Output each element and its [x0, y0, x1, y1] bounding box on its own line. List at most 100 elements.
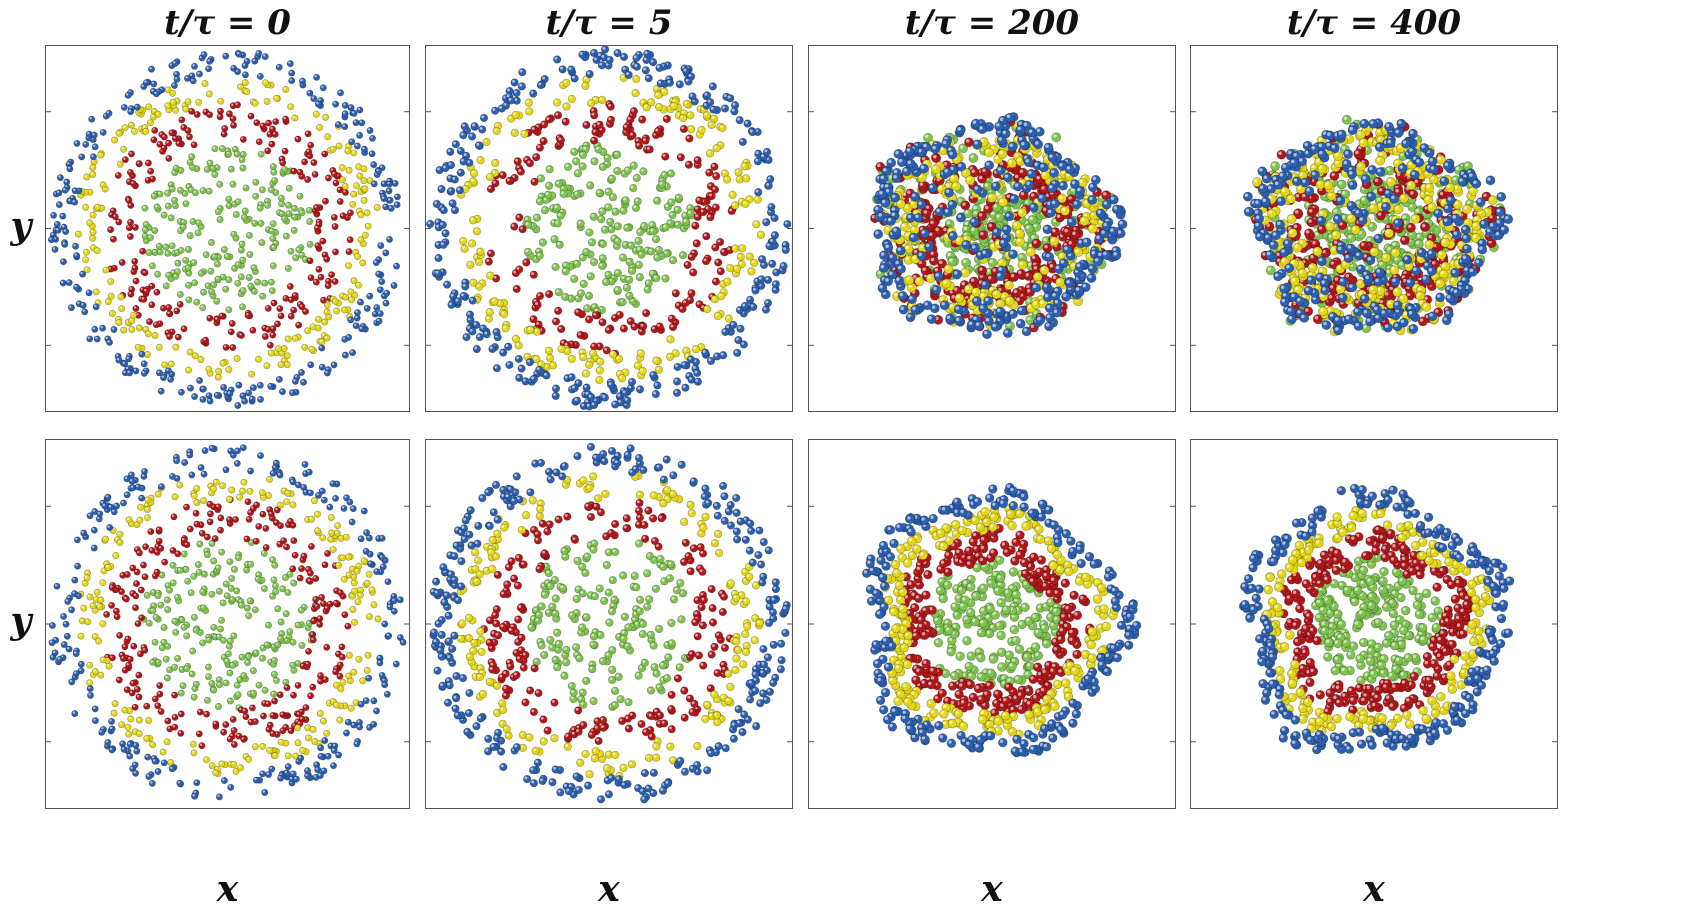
particle [291, 580, 297, 586]
particle [231, 65, 237, 71]
particle [164, 675, 170, 681]
particle [246, 613, 252, 619]
particle [361, 197, 367, 203]
particle [782, 246, 790, 254]
particle [592, 128, 600, 136]
particle [143, 128, 149, 134]
particle [758, 255, 766, 263]
particle [553, 56, 561, 64]
particle [179, 117, 185, 123]
particle [231, 566, 237, 572]
particle [270, 730, 276, 736]
particle [319, 364, 325, 370]
particle [1406, 223, 1415, 232]
particle [223, 680, 229, 686]
particle [211, 254, 217, 260]
particle [275, 346, 281, 352]
particle [621, 613, 629, 621]
particle [562, 268, 570, 276]
particle [661, 88, 669, 96]
particle [380, 564, 386, 570]
particle [180, 224, 186, 230]
particle [586, 182, 594, 190]
particle [1334, 316, 1343, 325]
particle [50, 212, 56, 218]
particle [267, 342, 273, 348]
particle [617, 695, 625, 703]
particle [165, 718, 171, 724]
particle [1056, 278, 1065, 287]
particle [757, 231, 765, 239]
particle [60, 213, 66, 219]
particle [172, 494, 178, 500]
particle [351, 580, 357, 586]
particle [689, 93, 697, 101]
particle [324, 550, 330, 556]
particle [1480, 220, 1489, 229]
particle [456, 186, 464, 194]
particle [645, 74, 653, 82]
particle [240, 393, 246, 399]
particle [174, 76, 180, 82]
particle [1437, 250, 1446, 259]
particle [515, 374, 523, 382]
particle [72, 199, 78, 205]
particle [201, 471, 207, 477]
particle [1016, 237, 1025, 246]
particle [185, 367, 191, 373]
particle [92, 144, 98, 150]
particle [1359, 138, 1368, 147]
particle [531, 126, 539, 134]
particle [369, 151, 375, 157]
particle [293, 255, 299, 261]
particle [754, 196, 762, 204]
particle [174, 655, 180, 661]
particle [674, 206, 682, 214]
particle [294, 724, 300, 730]
particle [283, 611, 289, 617]
particle [587, 393, 595, 401]
particle [562, 118, 570, 126]
particle [237, 84, 243, 90]
particle [270, 712, 276, 718]
particle [158, 483, 164, 489]
particle [1398, 164, 1407, 173]
particle [185, 246, 191, 252]
particle [145, 717, 151, 723]
particle [1261, 197, 1270, 206]
particle [340, 679, 346, 685]
particle [283, 295, 289, 301]
particle [332, 495, 338, 501]
particle [74, 537, 80, 543]
particle [193, 510, 199, 516]
particle [200, 289, 206, 295]
particle [605, 589, 613, 597]
particle [277, 692, 283, 698]
particle [552, 318, 560, 326]
particle [364, 580, 370, 586]
particle [1040, 266, 1049, 275]
particle [553, 99, 561, 107]
particle [91, 527, 97, 533]
particle [732, 245, 740, 253]
particle [663, 674, 671, 682]
particle [656, 323, 664, 331]
particle [87, 336, 93, 342]
particle [442, 230, 450, 238]
particle [223, 286, 229, 292]
particle [200, 386, 206, 392]
particle [440, 241, 448, 249]
particle [1444, 309, 1453, 318]
particle [243, 714, 249, 720]
particle [144, 506, 150, 512]
particle [685, 78, 693, 86]
particle [297, 169, 303, 175]
particle [192, 190, 198, 196]
particle [620, 207, 628, 215]
particle [662, 153, 670, 161]
particle [531, 178, 539, 186]
particle [687, 125, 695, 133]
particle [493, 127, 501, 135]
particle [248, 283, 254, 289]
particle [1440, 177, 1449, 186]
